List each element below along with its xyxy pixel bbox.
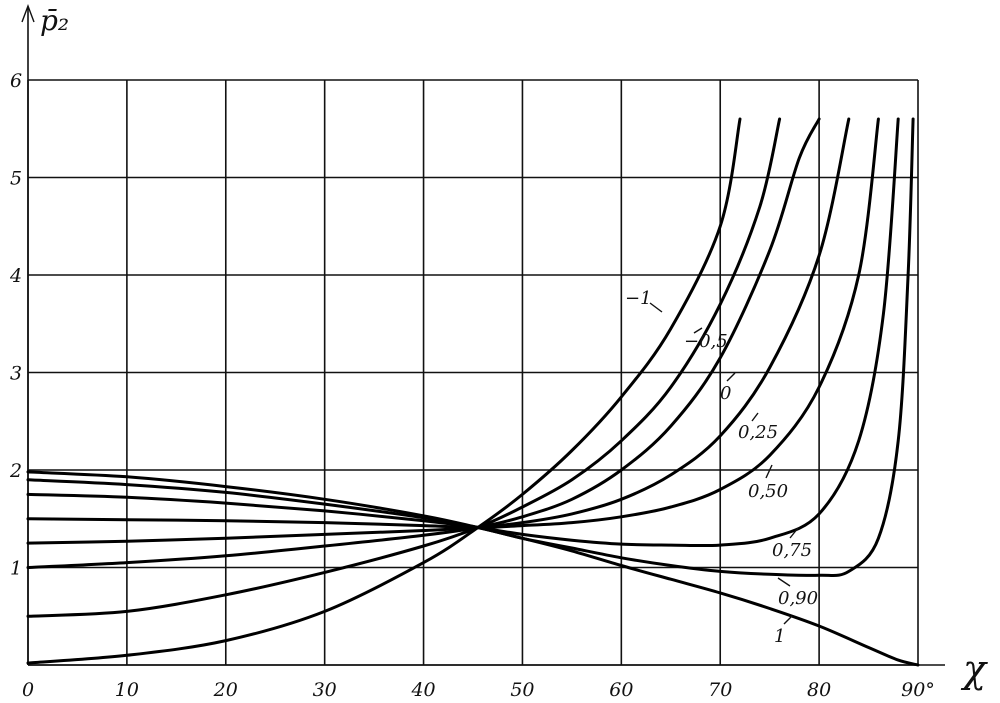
y-axis-title: p̄₂ [40, 4, 69, 37]
x-tick-label: 70 [708, 679, 732, 701]
x-tick-label: 20 [213, 679, 238, 701]
curve-0.75 [26, 117, 900, 548]
curve-label-0.75: 0,75 [772, 540, 812, 561]
y-tick-label: 2 [9, 460, 22, 482]
y-tick-label: 1 [10, 558, 22, 580]
curve-leader-0.25 [751, 412, 759, 422]
curve-leader--0.5 [693, 327, 703, 334]
curve-label-0: 0 [720, 383, 731, 404]
curve-leader-1 [783, 615, 793, 625]
x-tick-label: 0 [22, 679, 34, 701]
grid [21, 4, 945, 666]
curve-leader-0.75 [789, 527, 799, 539]
x-tick-label: 30 [313, 679, 337, 701]
curve-0.25 [26, 117, 851, 545]
x-axis-title: χ [960, 647, 988, 691]
x-tick-label: 10 [115, 679, 139, 701]
curves [26, 117, 920, 667]
curve-leader--1 [649, 302, 663, 313]
curve-leader-0 [726, 372, 736, 382]
curve-0 [26, 117, 821, 569]
x-tick-label: 90° [901, 679, 935, 701]
x-tick-label: 60 [609, 679, 633, 701]
curve-label-1: 1 [774, 626, 785, 647]
curve-leader-0.50 [765, 464, 773, 479]
x-tick-label: 50 [510, 679, 534, 701]
curve-label-0.90: 0,90 [778, 588, 818, 609]
x-tick-label: 80 [807, 679, 831, 701]
curve--0.5 [26, 117, 782, 618]
curve-label-0.25: 0,25 [738, 422, 778, 443]
y-tick-label: 5 [10, 168, 22, 190]
y-tick-label: 3 [10, 363, 22, 385]
y-axis-arrow [21, 4, 35, 23]
y-tick-label: 6 [10, 70, 22, 92]
curve-0.50 [26, 117, 880, 529]
curve-leader-0.90 [777, 577, 791, 587]
y-tick-label: 4 [9, 265, 22, 287]
curve-label--1: −1 [625, 288, 652, 309]
curve-label--0.5: −0,5 [684, 331, 728, 352]
curve-0.90 [26, 117, 915, 577]
curve-label-0.50: 0,50 [748, 481, 788, 502]
curve-1 [26, 470, 920, 667]
curve--1 [26, 117, 742, 665]
x-tick-label: 40 [410, 679, 435, 701]
curve-labels: −1 −0,5 0 0,25 0,50 0,75 0,90 1 [625, 288, 818, 647]
